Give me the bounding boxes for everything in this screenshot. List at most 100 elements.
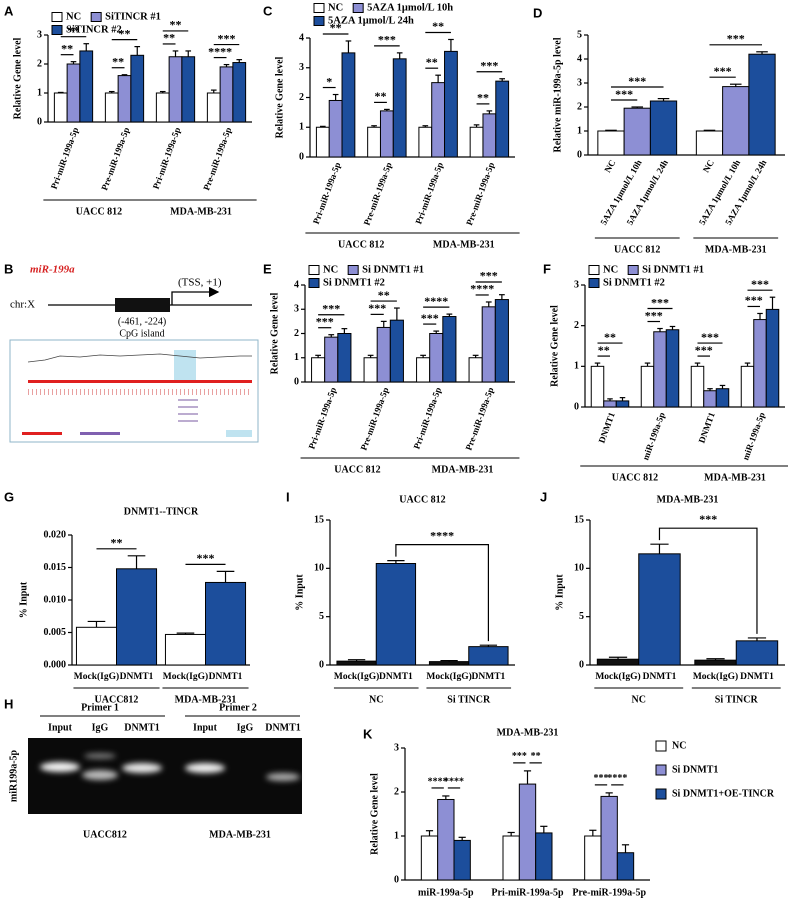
y-tick-label: 0 (299, 151, 304, 162)
significance-label: *** (651, 295, 669, 309)
chart-title: MDA-MB-231 (657, 494, 719, 505)
bar (389, 319, 404, 383)
panel-h: H Primer 1 Primer 2 Input IgG DNMT1 Inpu… (4, 696, 302, 840)
group-label: UACC 812 (334, 464, 380, 475)
y-tick-label: 2 (577, 101, 582, 112)
legend-label: SiTINCR #2 (66, 24, 122, 35)
group-label: MDA-MB-231 (432, 464, 494, 475)
group-label: UACC 812 (612, 472, 658, 483)
x-tick-label: Pri-miR-199a-5p (311, 161, 343, 226)
y-tick-label: 3 (294, 304, 299, 315)
y-tick-label: 2 (37, 58, 42, 69)
y-tick-label: 0 (319, 659, 324, 670)
bar (315, 126, 330, 158)
significance-label: *** (628, 74, 646, 88)
bar (597, 130, 625, 156)
bar (600, 795, 618, 881)
y-tick-label: 2 (394, 786, 399, 797)
legend-swatch (655, 764, 667, 776)
significance-label: ** (170, 18, 182, 32)
gel-target: miR199a-5p (8, 749, 19, 802)
bar (117, 75, 132, 123)
significance-label: ** (68, 23, 80, 37)
legend-swatch (655, 740, 667, 752)
y-tick-label: 5 (579, 611, 584, 622)
bar (502, 835, 520, 881)
region-name: CpG island (119, 328, 164, 339)
x-tick-label: Pre-miR-199a-5p (464, 161, 496, 227)
bar-label: DNMT1 (643, 672, 677, 682)
bar (53, 92, 68, 123)
y-axis-label: Relative Gene level (549, 305, 560, 387)
panel-letter: K (363, 726, 373, 741)
bar-label: NC (701, 158, 716, 174)
y-tick-label: 1 (577, 125, 582, 136)
category-label: Si TINCR (715, 694, 759, 705)
bar (753, 319, 767, 408)
legend-label: Si DNMT1 (672, 764, 718, 775)
bar-label: DNMT1 (740, 672, 774, 682)
bar (416, 357, 431, 383)
bar (468, 357, 483, 383)
bar (376, 326, 391, 383)
significance-label: ** (477, 91, 489, 105)
significance-label: ** (374, 89, 386, 103)
legend-swatch (347, 265, 359, 275)
y-tick-label: 10 (574, 563, 584, 574)
panel-i: I UACC 812 % Input 0 5 10 15 Mock(IgG) Mock(IgG)… (286, 489, 515, 705)
y-axis-label: Relative Gene level (274, 56, 285, 138)
bar (328, 99, 343, 158)
cpg-block (115, 298, 170, 312)
x-tick-label: Pri-miR-199a-5p (49, 126, 81, 191)
significance-label: ** (112, 54, 124, 68)
panel-letter: J (540, 489, 547, 504)
significance-label: ** (598, 343, 610, 357)
x-tick-label: Pre-miR-199a-5p (362, 161, 394, 227)
cpg-screenshot (9, 339, 259, 443)
legend-swatch (655, 788, 667, 800)
y-tick-label: 3 (574, 279, 579, 290)
significance-label: ** (604, 330, 616, 344)
bar (694, 659, 737, 666)
bar (603, 400, 617, 408)
y-tick-label: 5 (319, 611, 324, 622)
y-tick-label: 0 (294, 376, 299, 387)
bar (205, 581, 247, 666)
bar (584, 835, 602, 881)
legend-label: NC (66, 11, 81, 22)
legend-label: Si DNMT1+OE-TINCR (672, 788, 775, 799)
panel-letter: H (4, 696, 13, 711)
significance-label: *** (615, 87, 633, 101)
panel-a: A Relative Gene level 0 1 2 3 Pri-miR-199a-5p P… (4, 3, 257, 217)
gene-name: miR-199a (30, 264, 75, 276)
bar-label: DNMT1 (209, 672, 243, 682)
bar (341, 52, 356, 158)
bar (437, 798, 455, 881)
lane-label: IgG (237, 722, 254, 733)
legend-label: 5AZA 1μmol/L 10h (367, 2, 453, 13)
bar (469, 126, 484, 158)
legend-swatch (627, 265, 639, 275)
significance-label: *** (594, 773, 609, 784)
bar-label: Mock(IgG) (74, 671, 119, 682)
significance-label: **** (444, 776, 464, 787)
panel-letter: E (263, 261, 272, 276)
bar (431, 82, 446, 158)
bar (428, 661, 470, 666)
x-tick-label: DNMT1 (696, 411, 717, 445)
bar (748, 53, 776, 156)
y-tick-label: 0.010 (44, 594, 67, 605)
significance-label: *** (368, 301, 386, 315)
bar (615, 400, 630, 408)
significance-label: *** (480, 269, 498, 283)
bar (392, 58, 407, 158)
category-label: MDA-MB-231 (705, 244, 767, 255)
significance-label: *** (714, 64, 732, 78)
significance-label: **** (424, 294, 448, 308)
bar (616, 852, 635, 881)
primer-label: Primer 1 (81, 702, 119, 713)
y-tick-label: 4 (294, 279, 299, 290)
bar-label: DNMT1 (120, 672, 154, 682)
